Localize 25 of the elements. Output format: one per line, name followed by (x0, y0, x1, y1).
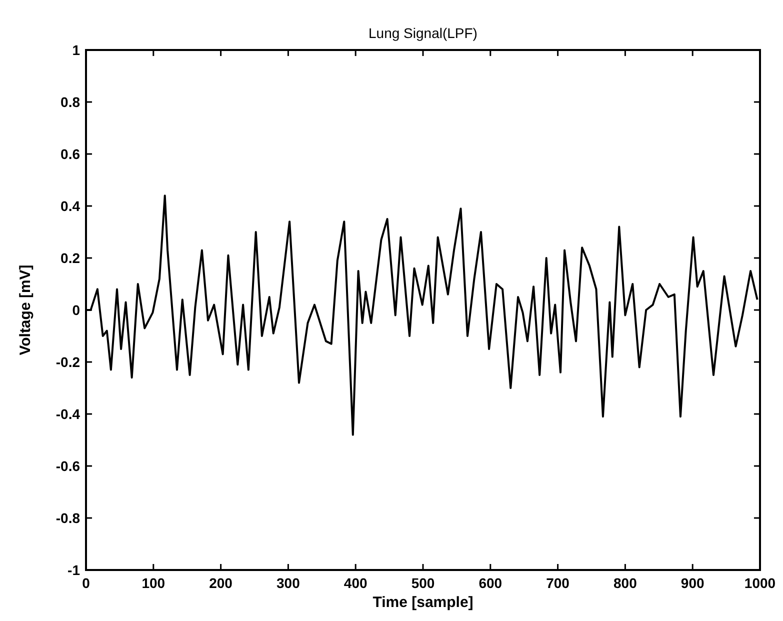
chart-title: Lung Signal(LPF) (368, 25, 478, 41)
y-tick-label: 0.8 (60, 94, 80, 110)
x-tick-label: 400 (344, 575, 368, 591)
x-tick-label: 900 (680, 575, 704, 591)
x-tick-label: 0 (82, 575, 90, 591)
x-tick-label: 700 (546, 575, 570, 591)
x-tick-label: 100 (142, 575, 166, 591)
y-tick-label: 0.4 (60, 198, 80, 214)
x-tick-label: 200 (209, 575, 233, 591)
y-tick-label: 0.2 (60, 250, 80, 266)
y-tick-label: -0.6 (56, 458, 80, 474)
y-tick-label: -1 (68, 562, 80, 578)
y-tick-label: -0.8 (56, 510, 80, 526)
x-axis-title: Time [sample] (372, 594, 474, 611)
x-tick-label: 800 (614, 575, 638, 591)
y-axis-title: Voltage [mV] (17, 264, 34, 356)
y-tick-label: 0 (72, 302, 80, 318)
x-tick-label: 500 (411, 575, 435, 591)
y-tick-label: 1 (72, 42, 80, 58)
y-tick-label: -0.2 (56, 354, 80, 370)
x-tick-label: 1000 (744, 575, 776, 591)
y-tick-label: 0.6 (60, 146, 80, 162)
x-tick-label: 600 (478, 575, 502, 591)
y-tick-label: -0.4 (56, 406, 80, 422)
x-tick-label: 300 (276, 575, 300, 591)
